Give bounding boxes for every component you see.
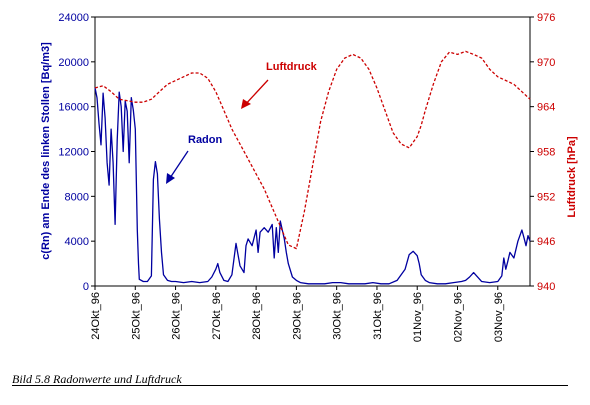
left-tick-label: 12000 [58, 147, 89, 159]
left-tick-label: 16000 [58, 102, 89, 114]
left-tick-label: 0 [83, 281, 89, 293]
series-line-radon [94, 87, 531, 285]
x-tick-label: 24Okt_96 [90, 292, 102, 340]
x-tick-label: 01Nov_96 [412, 292, 424, 342]
right-tick-label: 946 [537, 236, 555, 248]
caption-rule [12, 385, 568, 386]
right-axis-title: Luftdruck [hPa] [566, 136, 578, 218]
plot-area [94, 16, 531, 287]
right-tick-label: 970 [537, 57, 555, 69]
annotation-radon-label: Radon [188, 134, 223, 146]
x-tick-label: 02Nov_96 [453, 292, 465, 342]
x-tick-label: 26Okt_96 [171, 292, 183, 340]
right-tick-label: 964 [537, 102, 555, 114]
left-axis-ticks: 0 4000 8000 12000 16000 20000 24000 [58, 12, 95, 293]
left-tick-label: 4000 [65, 236, 89, 248]
annotation-luftdruck-arrowhead [241, 99, 251, 109]
left-tick-label: 8000 [65, 191, 89, 203]
left-tick-label: 24000 [58, 12, 89, 24]
series-layer [94, 50, 531, 285]
right-tick-label: 952 [537, 191, 555, 203]
x-tick-label: 27Okt_96 [211, 292, 223, 340]
x-tick-label: 25Okt_96 [130, 292, 142, 340]
right-axis-ticks: 940 946 952 958 964 970 976 [530, 12, 555, 293]
x-tick-label: 28Okt_96 [251, 292, 263, 340]
x-tick-label: 29Okt_96 [291, 292, 303, 340]
right-tick-label: 976 [537, 12, 555, 24]
x-tick-label: 30Okt_96 [332, 292, 344, 340]
figure-caption: Bild 5.8 Radonwerte und Luftdruck [12, 372, 182, 386]
annotation-luftdruck-label: Luftdruck [266, 61, 318, 73]
left-tick-label: 20000 [58, 57, 89, 69]
x-tick-label: 31Okt_96 [372, 292, 384, 340]
right-tick-label: 940 [537, 281, 555, 293]
annotation-radon-arrowhead [166, 173, 175, 184]
right-tick-label: 958 [537, 147, 555, 159]
series-line-luftdruck [94, 50, 531, 250]
x-tick-label: 03Nov_96 [493, 292, 505, 342]
x-axis-ticks: 24Okt_96 25Okt_96 26Okt_96 27Okt_96 28Okt_96… [90, 286, 505, 342]
left-axis-title: c(Rn) am Ende des linken Stollen [Bq/m3] [40, 42, 52, 260]
